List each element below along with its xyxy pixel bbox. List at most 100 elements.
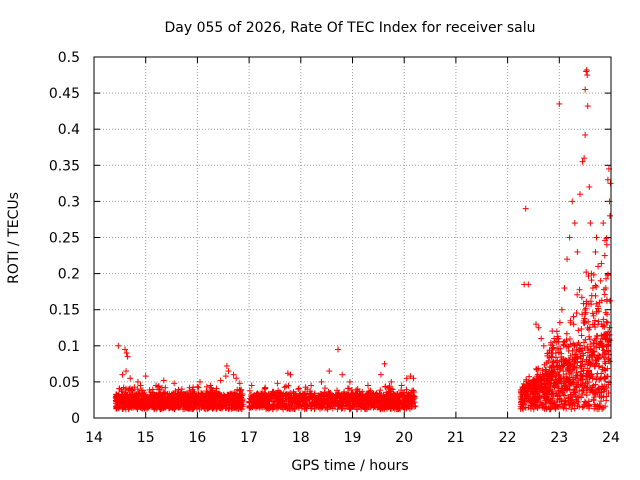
- data-point: [587, 220, 594, 227]
- data-point: [566, 234, 573, 241]
- data-point: [538, 335, 545, 342]
- data-point: [583, 68, 590, 75]
- data-point: [571, 220, 578, 227]
- y-tick-label: 0: [71, 411, 80, 427]
- x-tick-label: 20: [395, 430, 413, 446]
- data-point: [525, 281, 532, 288]
- data-point: [403, 375, 410, 382]
- data-point: [225, 368, 232, 375]
- data-point: [318, 378, 325, 385]
- data-point: [535, 324, 542, 331]
- data-point: [582, 131, 589, 138]
- data-point: [582, 86, 589, 93]
- x-tick-label: 19: [344, 430, 362, 446]
- data-point: [339, 371, 346, 378]
- y-tick-label: 0.4: [58, 122, 80, 138]
- data-point: [335, 346, 342, 353]
- data-point: [601, 252, 608, 259]
- data-point: [134, 378, 141, 385]
- data-point: [287, 371, 294, 378]
- x-tick-label: 15: [137, 430, 155, 446]
- x-tick-label: 16: [188, 430, 206, 446]
- data-point: [593, 234, 600, 241]
- data-point: [346, 378, 353, 385]
- y-tick-label: 0.25: [49, 231, 80, 247]
- plot-frame: [93, 56, 612, 419]
- y-axis-label: ROTI / TECUs: [6, 192, 22, 284]
- data-point: [230, 371, 237, 378]
- data-point: [606, 198, 613, 205]
- data-point: [115, 342, 122, 349]
- data-point: [606, 212, 613, 219]
- data-point: [222, 373, 229, 380]
- data-point: [584, 103, 591, 110]
- y-tick-label: 0.05: [49, 375, 80, 391]
- x-tick-label: 22: [499, 430, 517, 446]
- data-point: [381, 360, 388, 367]
- data-point: [522, 205, 529, 212]
- data-points: [112, 66, 614, 413]
- data-point: [123, 350, 130, 357]
- data-point: [217, 377, 224, 384]
- data-point: [569, 198, 576, 205]
- data-point: [584, 72, 591, 79]
- data-point: [196, 378, 203, 385]
- y-tick-label: 0.45: [49, 86, 80, 102]
- data-point: [388, 378, 395, 385]
- data-point: [410, 375, 417, 382]
- data-point: [574, 248, 581, 255]
- data-point: [407, 373, 414, 380]
- data-point: [160, 377, 167, 384]
- data-point: [576, 191, 583, 198]
- data-point: [595, 263, 602, 270]
- y-tick-label: 0.3: [58, 194, 80, 210]
- data-point: [558, 306, 565, 313]
- y-tick-label: 0.35: [49, 158, 80, 174]
- x-tick-label: 14: [85, 430, 103, 446]
- data-point: [122, 346, 129, 353]
- data-point: [589, 285, 596, 292]
- chart-title: Day 055 of 2026, Rate Of TEC Index for r…: [164, 20, 535, 36]
- data-point: [533, 321, 540, 328]
- x-tick-labels: 14 15 16 17 18 19 20 21 22 23 24: [85, 430, 620, 446]
- x-tick-label: 18: [292, 430, 310, 446]
- y-tick-labels: 0 0.05 0.1 0.15 0.2 0.25 0.3 0.35 0.4 0.45 0.5: [49, 50, 80, 427]
- data-point: [119, 371, 126, 378]
- data-point: [604, 176, 611, 183]
- data-point: [597, 277, 604, 284]
- x-tick-label: 23: [550, 430, 568, 446]
- data-point: [248, 382, 255, 389]
- y-tick-label: 0.2: [58, 267, 80, 283]
- data-point: [274, 380, 281, 387]
- x-tick-label: 17: [240, 430, 258, 446]
- x-axis-label: GPS time / hours: [291, 458, 408, 474]
- data-point: [540, 342, 547, 349]
- data-point: [592, 248, 599, 255]
- y-tick-label: 0.15: [49, 303, 80, 319]
- data-point: [326, 368, 333, 375]
- data-point: [171, 380, 178, 387]
- data-point: [603, 241, 610, 248]
- data-point: [377, 371, 384, 378]
- data-point: [607, 180, 614, 187]
- data-point: [564, 256, 571, 263]
- data-point: [556, 100, 563, 107]
- data-point: [137, 382, 144, 389]
- data-point: [561, 285, 568, 292]
- data-point: [365, 382, 372, 389]
- y-tick-label: 0.1: [58, 339, 80, 355]
- data-point: [600, 220, 607, 227]
- data-point: [583, 66, 590, 73]
- data-point: [123, 368, 130, 375]
- x-tick-label: 21: [447, 430, 465, 446]
- data-point: [308, 382, 315, 389]
- data-point: [127, 375, 134, 382]
- dense-marker-cloud: [112, 235, 613, 413]
- grid-lines: [94, 57, 611, 418]
- data-point: [124, 353, 131, 360]
- x-tick-label: 24: [602, 430, 620, 446]
- data-point: [586, 183, 593, 190]
- data-point: [236, 380, 243, 387]
- y-tick-label: 0.5: [58, 50, 80, 66]
